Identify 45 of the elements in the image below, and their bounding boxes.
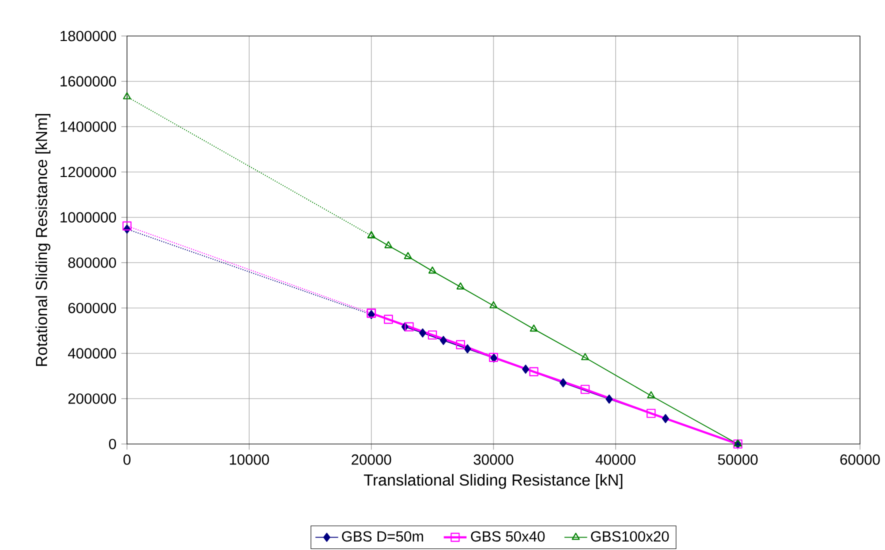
legend-label: GBS100x20 [591,531,669,542]
x-tick-label: 30000 [474,454,514,465]
x-tick-label: 10000 [230,454,269,465]
y-tick-label: 0 [109,438,116,450]
y-tick-label: 600000 [68,302,116,314]
point [646,408,656,418]
point [440,336,447,345]
point [428,330,437,340]
point [560,378,567,388]
point [464,344,472,354]
y-tick-label: 1400000 [60,121,116,132]
x-tick-label: 60000 [840,454,880,465]
point [456,340,466,350]
x-tick-label: 0 [123,454,130,465]
point [428,266,436,274]
point [122,221,132,230]
y-tick-label: 200000 [68,393,116,404]
y-tick-label: 400000 [68,348,116,359]
point [529,367,538,376]
x-tick-label: 40000 [596,454,636,465]
y-tick-label: 1600000 [60,76,116,87]
y-axis-title: Rotational Sliding Resistance [kNm] [35,114,50,366]
x-tick-label: 50000 [718,454,758,465]
x-tick-label: 20000 [352,454,392,465]
legend-label: GBS D=50m [342,531,424,542]
point [581,353,590,360]
point [404,322,414,332]
y-tick-label: 1800000 [60,30,116,42]
point [404,252,412,260]
point [647,391,656,398]
point [606,394,613,404]
y-tick-label: 1200000 [60,166,116,178]
point [419,328,426,338]
y-tick-label: 800000 [68,257,116,268]
point [580,384,590,394]
legend-label: GBS 50x40 [471,531,545,542]
point [384,314,393,324]
y-tick-label: 1000000 [60,212,116,223]
point [456,282,465,290]
point [490,301,498,308]
point [522,364,530,374]
point [384,241,392,248]
point [530,324,538,332]
point [662,414,670,424]
x-axis-title: Translational Sliding Resistance [kN] [364,474,622,489]
